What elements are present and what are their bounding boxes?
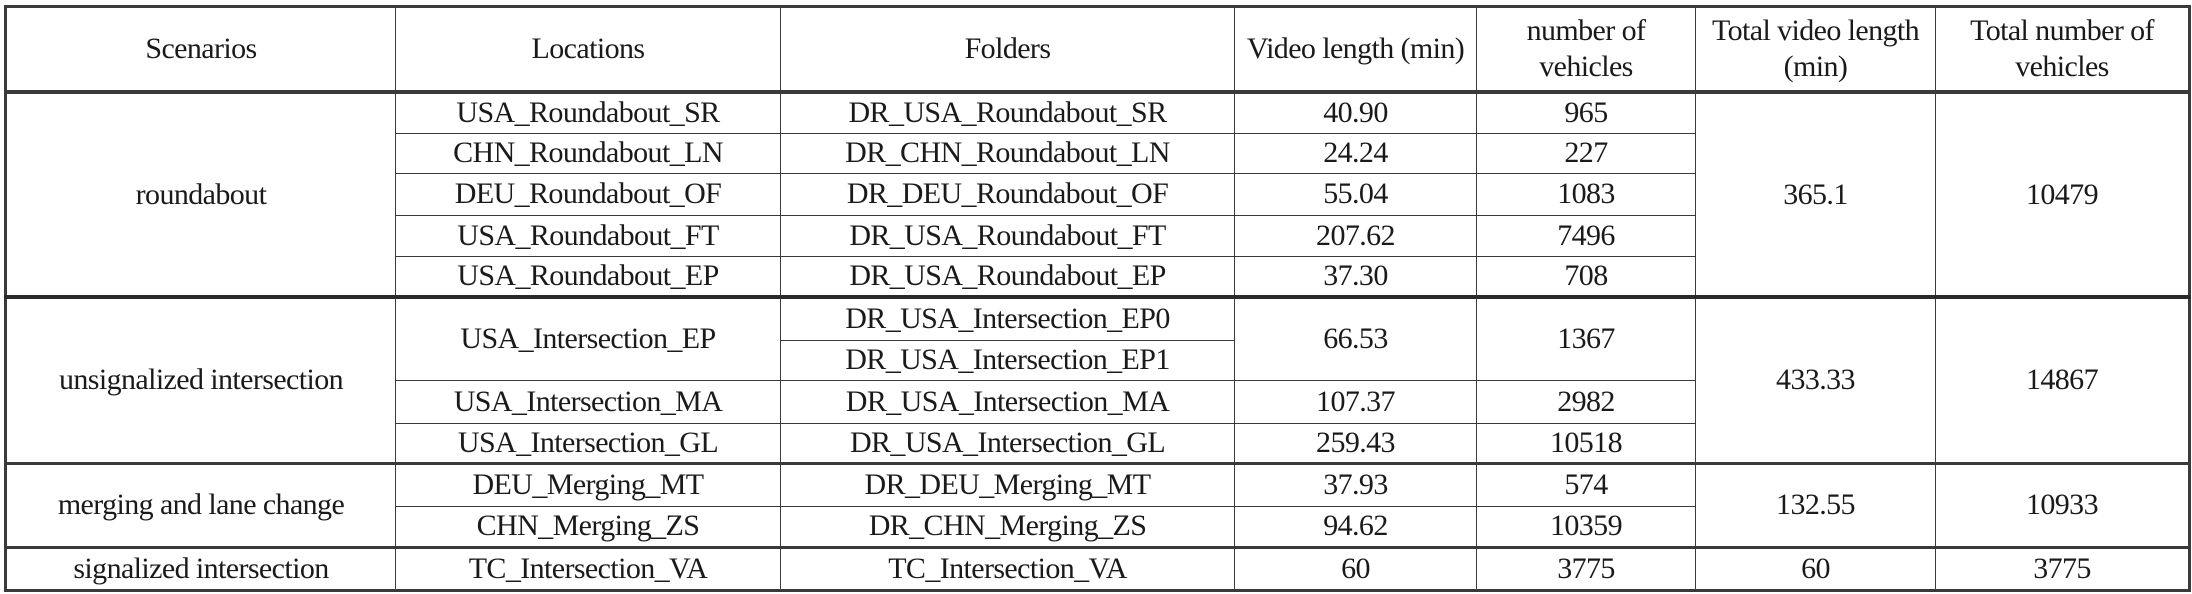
video-length-cell: 94.62 bbox=[1234, 505, 1477, 549]
video-length-cell: 37.93 bbox=[1234, 462, 1477, 507]
total-vehicles-cell: 10479 bbox=[1935, 91, 2190, 299]
folder-cell: DR_CHN_Roundabout_LN bbox=[780, 132, 1235, 174]
folder-cell: DR_USA_Intersection_MA bbox=[780, 379, 1235, 424]
location-cell: DEU_Merging_MT bbox=[395, 462, 781, 507]
header-video-length: Video length (min) bbox=[1234, 5, 1477, 94]
folder-cell: DR_DEU_Roundabout_OF bbox=[780, 172, 1235, 216]
vehicles-cell: 227 bbox=[1476, 132, 1696, 174]
vehicles-cell: 1367 bbox=[1476, 296, 1696, 381]
table-row: USA_Roundabout_EP DR_USA_Roundabout_EP 37.… bbox=[6, 255, 2190, 299]
location-cell: USA_Intersection_EP bbox=[395, 296, 781, 381]
location-cell: USA_Roundabout_EP bbox=[395, 255, 781, 299]
video-length-cell: 40.90 bbox=[1234, 91, 1477, 134]
table-row: DEU_Roundabout_OF DR_DEU_Roundabout_OF 55.… bbox=[6, 172, 2190, 216]
scenario-cell: signalized intersection bbox=[5, 546, 396, 592]
folder-cell: DR_USA_Roundabout_FT bbox=[780, 214, 1235, 257]
table-row: signalized intersection TC_Intersection_V… bbox=[5, 546, 2190, 592]
folder-cell: DR_USA_Intersection_EP0 bbox=[780, 296, 1235, 341]
table-row: USA_Intersection_MA DR_USA_Intersection_M… bbox=[6, 379, 2190, 424]
location-cell: TC_Intersection_VA bbox=[395, 546, 781, 592]
vehicles-cell: 7496 bbox=[1476, 214, 1696, 257]
total-vehicles-cell: 14867 bbox=[1935, 296, 2190, 465]
vehicles-cell: 10518 bbox=[1476, 422, 1696, 465]
location-cell: DEU_Roundabout_OF bbox=[395, 172, 781, 216]
header-scenarios: Scenarios bbox=[5, 5, 396, 94]
location-cell: CHN_Roundabout_LN bbox=[395, 132, 781, 174]
folder-cell: DR_USA_Roundabout_EP bbox=[780, 255, 1235, 299]
location-cell: USA_Intersection_MA bbox=[395, 379, 781, 424]
table-row: DR_USA_Intersection_EP1 bbox=[6, 339, 2190, 381]
folder-cell: TC_Intersection_VA bbox=[780, 546, 1235, 592]
header-folders: Folders bbox=[780, 5, 1235, 94]
vehicles-cell: 1083 bbox=[1476, 172, 1696, 216]
vehicles-cell: 10359 bbox=[1476, 505, 1696, 549]
location-cell: USA_Roundabout_FT bbox=[395, 214, 781, 257]
folder-cell: DR_USA_Intersection_GL bbox=[780, 422, 1235, 465]
header-row: Scenarios Locations Folders Video length… bbox=[5, 5, 2190, 94]
table-row: USA_Roundabout_FT DR_USA_Roundabout_FT 207… bbox=[6, 214, 2190, 257]
vehicles-cell: 965 bbox=[1476, 91, 1696, 134]
table-row: unsignalized intersection USA_Intersectio… bbox=[5, 296, 2190, 465]
video-length-cell: 37.30 bbox=[1234, 255, 1477, 299]
total-video-length-cell: 433.33 bbox=[1695, 296, 1936, 465]
folder-cell: DR_USA_Roundabout_SR bbox=[780, 91, 1235, 134]
vehicles-cell: 3775 bbox=[1476, 546, 1696, 592]
video-length-cell: 107.37 bbox=[1234, 379, 1477, 424]
video-length-cell: 207.62 bbox=[1234, 214, 1477, 257]
video-length-cell: 24.24 bbox=[1234, 132, 1477, 174]
vehicles-cell: 2982 bbox=[1476, 379, 1696, 424]
folder-cell: DR_USA_Intersection_EP1 bbox=[780, 339, 1235, 381]
table-row: USA_Intersection_GL DR_USA_Intersection_G… bbox=[6, 422, 2190, 465]
dataset-table: Scenarios Locations Folders Video length… bbox=[4, 5, 2191, 592]
scenario-cell: merging and lane change bbox=[5, 462, 396, 549]
total-vehicles-cell: 3775 bbox=[1935, 546, 2190, 592]
vehicles-cell: 574 bbox=[1476, 462, 1696, 507]
location-cell: USA_Intersection_GL bbox=[395, 422, 781, 465]
table-body: roundabout USA_Roundabout_SR DR_USA_Rounda… bbox=[5, 91, 2190, 592]
table-row: CHN_Merging_ZS DR_CHN_Merging_ZS 94.62 1035… bbox=[6, 505, 2190, 549]
folder-cell: DR_DEU_Merging_MT bbox=[780, 462, 1235, 507]
header-locations: Locations bbox=[395, 5, 781, 94]
header-total-video-length: Total video length (min) bbox=[1695, 5, 1936, 94]
video-length-cell: 55.04 bbox=[1234, 172, 1477, 216]
vehicles-cell: 708 bbox=[1476, 255, 1696, 299]
scenario-cell: roundabout bbox=[5, 91, 396, 299]
total-vehicles-cell: 10933 bbox=[1935, 462, 2190, 549]
header-total-number-of-vehicles: Total number of vehicles bbox=[1935, 5, 2190, 94]
location-cell: USA_Roundabout_SR bbox=[395, 91, 781, 134]
location-cell: CHN_Merging_ZS bbox=[395, 505, 781, 549]
video-length-cell: 60 bbox=[1234, 546, 1477, 592]
video-length-cell: 259.43 bbox=[1234, 422, 1477, 465]
total-video-length-cell: 365.1 bbox=[1695, 91, 1936, 299]
total-video-length-cell: 132.55 bbox=[1695, 462, 1936, 549]
table-row: merging and lane change DEU_Merging_MT DR_… bbox=[5, 462, 2190, 549]
folder-cell: DR_CHN_Merging_ZS bbox=[780, 505, 1235, 549]
header-number-of-vehicles: number of vehicles bbox=[1476, 5, 1696, 94]
video-length-cell: 66.53 bbox=[1234, 296, 1477, 381]
scenario-cell: unsignalized intersection bbox=[5, 296, 396, 465]
total-video-length-cell: 60 bbox=[1695, 546, 1936, 592]
table-row: roundabout USA_Roundabout_SR DR_USA_Rounda… bbox=[5, 91, 2190, 299]
